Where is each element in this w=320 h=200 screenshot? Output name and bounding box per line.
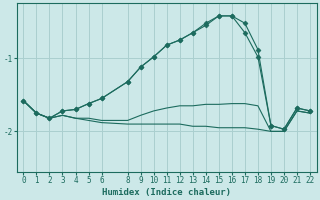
X-axis label: Humidex (Indice chaleur): Humidex (Indice chaleur) bbox=[102, 188, 231, 197]
